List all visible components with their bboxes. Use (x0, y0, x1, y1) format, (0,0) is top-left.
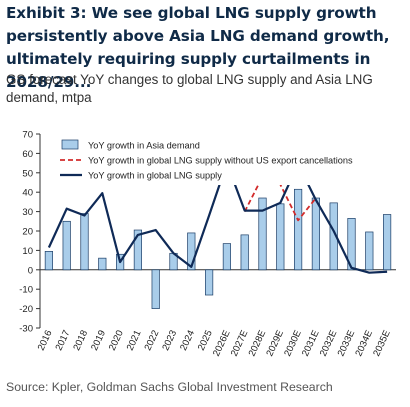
bar (276, 203, 285, 271)
bar (294, 188, 303, 271)
x-tick-label: 2019 (89, 329, 108, 353)
legend: YoY growth in Asia demand YoY growth in g… (41, 135, 395, 185)
bar (151, 269, 160, 309)
bar (258, 197, 267, 271)
y-tick-label: 30 (22, 207, 33, 218)
bar (240, 234, 249, 271)
x-tick-label: 2016 (36, 329, 55, 353)
legend-swatch-asia-demand (61, 139, 79, 150)
legend-label: YoY growth in global LNG supply (88, 171, 222, 181)
bar (44, 251, 53, 271)
x-tick-label: 2023 (160, 329, 179, 353)
legend-label: YoY growth in Asia demand (88, 141, 200, 151)
bar (187, 232, 196, 271)
chart: -30 -20 -10 0 10 20 30 40 50 60 70 2016201720182019… (19, 130, 396, 358)
y-tick-label: -20 (19, 304, 33, 315)
bar (347, 218, 356, 271)
bar (311, 197, 320, 271)
bar (383, 214, 392, 271)
y-tick-label: 10 (22, 246, 33, 257)
y-tick-label: 70 (22, 130, 33, 141)
legend-label: YoY growth in global LNG supply without … (88, 156, 353, 166)
legend-background (41, 135, 395, 185)
bar (98, 257, 107, 271)
x-tick-label: 2018 (71, 329, 90, 353)
bar (205, 269, 214, 296)
x-tick-label: 2020 (107, 329, 126, 353)
chart-title: Exhibit 3: We see global LNG supply grow… (6, 4, 390, 91)
x-tick-label: 2017 (54, 329, 73, 353)
y-tick-label: -30 (19, 324, 33, 335)
bar (222, 243, 231, 271)
x-tick-label: 2021 (125, 329, 144, 353)
chart-subtitle: GS forecast YoY changes to global LNG su… (6, 72, 373, 105)
bar (62, 220, 71, 271)
bar (365, 231, 374, 271)
y-tick-label: 0 (28, 265, 33, 276)
y-tick-label: 60 (22, 149, 33, 160)
source-note: Source: Kpler, Goldman Sachs Global Inve… (6, 380, 333, 394)
bar-series (44, 188, 392, 309)
y-tick-label: 50 (22, 168, 33, 179)
x-tick-label: 2024 (178, 329, 197, 353)
y-tick-label: 20 (22, 227, 33, 238)
x-tick-label: 2022 (143, 329, 162, 353)
global-supply-line (47, 161, 388, 274)
bar (80, 213, 89, 271)
bar (133, 229, 142, 271)
y-tick-label: -10 (19, 285, 33, 296)
y-tick-label: 40 (22, 188, 33, 199)
x-tick-label: 2025 (196, 329, 215, 353)
